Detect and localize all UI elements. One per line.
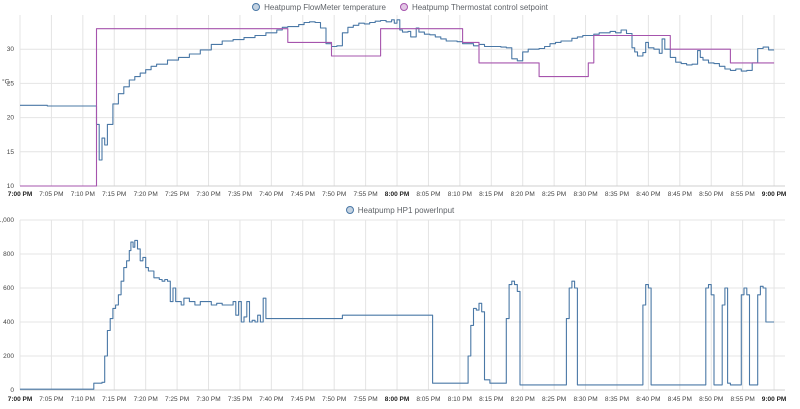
series-line-heatpump-hp1-powerinput[interactable] — [20, 239, 775, 390]
x-tick-label: 7:35 PM — [228, 396, 252, 403]
x-tick-label: 8:05 PM — [416, 191, 440, 198]
y-tick-label: 25 — [7, 80, 15, 87]
x-tick-label: 8:30 PM — [573, 396, 597, 403]
x-tick-label: 7:20 PM — [134, 396, 158, 403]
power-chart: Heatpump HP1 powerInput 7:00 PM 7:05 PM 7:… — [0, 203, 800, 409]
x-tick-label: 7:50 PM — [322, 396, 346, 403]
series-line-heatpump-thermostat-control-setpoint[interactable] — [20, 28, 775, 187]
x-tick-label: 7:55 PM — [354, 396, 378, 403]
x-tick-label: 7:45 PM — [291, 191, 315, 198]
y-tick-label: 400 — [3, 319, 14, 326]
x-tick-label: 7:15 PM — [102, 396, 126, 403]
x-tick-label: 8:15 PM — [479, 396, 503, 403]
x-tick-label: 7:10 PM — [71, 191, 95, 198]
x-tick-label: 7:00 PM — [8, 191, 33, 198]
temperature-legend: Heatpump FlowMeter temperature Heatpump T… — [0, 0, 800, 14]
x-tick-label: 8:25 PM — [542, 396, 566, 403]
y-tick-label: 0 — [10, 387, 14, 394]
x-tick-label: 8:10 PM — [448, 396, 472, 403]
legend-label: Heatpump Thermostat control setpoint — [411, 2, 548, 12]
y-tick-label: 200 — [3, 353, 14, 360]
legend-swatch — [399, 3, 408, 11]
legend-label: Heatpump HP1 powerInput — [357, 205, 455, 215]
x-tick-label: 8:45 PM — [668, 396, 692, 403]
legend-label: Heatpump FlowMeter temperature — [264, 2, 386, 12]
x-tick-label: 7:20 PM — [134, 191, 158, 198]
x-tick-label: 8:25 PM — [542, 191, 566, 198]
x-tick-label: 7:25 PM — [165, 191, 189, 198]
x-tick-label: 7:10 PM — [71, 396, 95, 403]
x-tick-label: 8:00 PM — [385, 191, 410, 198]
x-tick-label: 7:05 PM — [39, 191, 63, 198]
x-tick-label: 8:55 PM — [731, 191, 755, 198]
x-tick-label: 8:50 PM — [699, 191, 723, 198]
y-tick-label: 600 — [3, 285, 14, 292]
x-tick-label: 7:05 PM — [39, 396, 63, 403]
legend-swatch — [252, 3, 261, 11]
x-tick-label: 8:20 PM — [511, 396, 535, 403]
legend-item-heatpump-flowmeter-temperature[interactable]: Heatpump FlowMeter temperature — [252, 0, 386, 14]
legend-swatch — [345, 206, 354, 214]
legend-item-heatpump-thermostat-control-setpoint[interactable]: Heatpump Thermostat control setpoint — [399, 0, 548, 14]
x-tick-label: 8:40 PM — [636, 191, 660, 198]
x-tick-label: 7:45 PM — [291, 396, 315, 403]
x-tick-label: 7:00 PM — [8, 396, 33, 403]
y-axis-label: °C — [2, 77, 10, 85]
x-tick-label: 7:40 PM — [259, 396, 283, 403]
y-tick-label: 30 — [7, 46, 15, 53]
x-tick-label: 7:15 PM — [102, 191, 126, 198]
y-tick-label: 1,000 — [0, 217, 14, 224]
x-tick-label: 7:35 PM — [228, 191, 252, 198]
x-tick-label: 7:40 PM — [259, 191, 283, 198]
x-tick-label: 8:00 PM — [385, 396, 410, 403]
x-tick-label: 9:00 PM — [762, 191, 787, 198]
x-tick-label: 8:05 PM — [416, 396, 440, 403]
x-tick-label: 7:25 PM — [165, 396, 189, 403]
power-legend: Heatpump HP1 powerInput — [0, 203, 800, 217]
x-tick-label: 8:40 PM — [636, 396, 660, 403]
y-tick-label: 15 — [7, 149, 15, 156]
x-tick-label: 8:45 PM — [668, 191, 692, 198]
temperature-chart-svg: 7:00 PM 7:05 PM 7:10 PM 7:15 PM 7:20 PM 7:25 … — [2, 15, 787, 198]
x-tick-label: 8:50 PM — [699, 396, 723, 403]
x-tick-label: 7:30 PM — [196, 396, 220, 403]
x-tick-label: 8:10 PM — [448, 191, 472, 198]
x-tick-label: 8:20 PM — [511, 191, 535, 198]
x-tick-label: 9:00 PM — [762, 396, 787, 403]
x-tick-label: 8:15 PM — [479, 191, 503, 198]
power-chart-svg: 7:00 PM 7:05 PM 7:10 PM 7:15 PM 7:20 PM 7:25 … — [0, 217, 787, 403]
x-tick-label: 8:35 PM — [605, 396, 629, 403]
x-tick-label: 8:30 PM — [573, 191, 597, 198]
y-tick-label: 10 — [7, 183, 15, 190]
x-tick-label: 7:50 PM — [322, 191, 346, 198]
legend-item-heatpump-hp1-powerinput[interactable]: Heatpump HP1 powerInput — [345, 203, 455, 217]
x-tick-label: 7:55 PM — [354, 191, 378, 198]
y-tick-label: 20 — [7, 115, 15, 122]
x-tick-label: 8:55 PM — [731, 396, 755, 403]
x-tick-label: 7:30 PM — [196, 191, 220, 198]
y-tick-label: 800 — [3, 251, 14, 258]
temperature-chart: Heatpump FlowMeter temperature Heatpump T… — [0, 0, 800, 199]
x-tick-label: 8:35 PM — [605, 191, 629, 198]
